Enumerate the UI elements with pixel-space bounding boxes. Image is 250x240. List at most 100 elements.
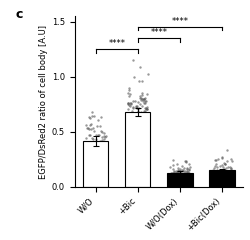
Point	[222, 170, 226, 174]
Point	[228, 175, 232, 179]
Point	[142, 137, 146, 140]
Bar	[210, 170, 235, 187]
Point	[91, 126, 95, 130]
Point	[218, 176, 222, 180]
Point	[128, 124, 132, 127]
Point	[94, 143, 98, 147]
Point	[127, 94, 131, 98]
Point	[230, 178, 234, 182]
Point	[220, 169, 224, 173]
Point	[179, 172, 183, 176]
Point	[211, 168, 215, 172]
Point	[143, 109, 147, 113]
Point	[134, 128, 138, 132]
Point	[182, 177, 186, 181]
Point	[229, 175, 233, 179]
Point	[138, 110, 142, 114]
Point	[182, 166, 186, 170]
Point	[135, 124, 139, 127]
Point	[173, 173, 177, 177]
Point	[138, 65, 142, 69]
Point	[144, 99, 148, 103]
Point	[137, 79, 141, 83]
Point	[89, 169, 93, 173]
Point	[218, 164, 222, 168]
Point	[86, 133, 90, 137]
Point	[180, 175, 184, 179]
Point	[89, 141, 93, 145]
Point	[211, 178, 215, 182]
Point	[90, 156, 94, 160]
Point	[88, 123, 92, 127]
Text: ****: ****	[150, 28, 168, 37]
Point	[97, 133, 101, 137]
Point	[213, 164, 217, 168]
Point	[134, 130, 138, 133]
Point	[215, 175, 219, 179]
Point	[141, 122, 145, 126]
Point	[144, 92, 148, 96]
Point	[184, 171, 188, 175]
Point	[127, 86, 131, 90]
Point	[137, 106, 141, 110]
Point	[102, 134, 106, 138]
Point	[84, 147, 88, 151]
Point	[90, 114, 94, 118]
Point	[84, 136, 88, 140]
Point	[88, 142, 92, 146]
Point	[213, 174, 217, 178]
Point	[214, 180, 218, 184]
Point	[145, 107, 149, 111]
Point	[102, 169, 105, 173]
Point	[168, 165, 172, 169]
Point	[220, 156, 224, 159]
Point	[127, 114, 131, 118]
Point	[180, 174, 184, 178]
Point	[143, 102, 147, 105]
Point	[176, 182, 180, 186]
Point	[176, 170, 180, 174]
Point	[141, 97, 145, 101]
Point	[140, 97, 144, 101]
Point	[176, 166, 180, 170]
Bar	[167, 173, 192, 187]
Point	[138, 111, 141, 115]
Point	[128, 122, 132, 126]
Point	[213, 170, 217, 174]
Point	[138, 96, 142, 100]
Point	[126, 102, 130, 105]
Point	[222, 167, 226, 171]
Point	[227, 173, 231, 177]
Point	[217, 178, 221, 181]
Point	[184, 179, 188, 182]
Point	[182, 168, 186, 172]
Point	[186, 170, 190, 174]
Point	[128, 104, 132, 108]
Point	[143, 96, 147, 100]
Point	[168, 175, 172, 179]
Point	[216, 178, 220, 181]
Point	[102, 146, 106, 150]
Point	[135, 114, 139, 118]
Point	[86, 160, 90, 164]
Point	[98, 139, 102, 143]
Point	[226, 165, 230, 169]
Point	[170, 176, 174, 180]
Point	[145, 105, 149, 109]
Point	[216, 172, 220, 176]
Point	[88, 157, 92, 161]
Point	[86, 143, 90, 147]
Point	[183, 159, 187, 162]
Point	[102, 165, 106, 169]
Point	[141, 99, 145, 103]
Point	[230, 159, 234, 163]
Point	[187, 176, 191, 180]
Point	[228, 169, 232, 173]
Point	[92, 156, 96, 160]
Point	[180, 164, 184, 168]
Point	[187, 167, 191, 171]
Point	[212, 166, 216, 170]
Point	[141, 118, 145, 122]
Point	[142, 97, 146, 101]
Bar	[125, 112, 150, 187]
